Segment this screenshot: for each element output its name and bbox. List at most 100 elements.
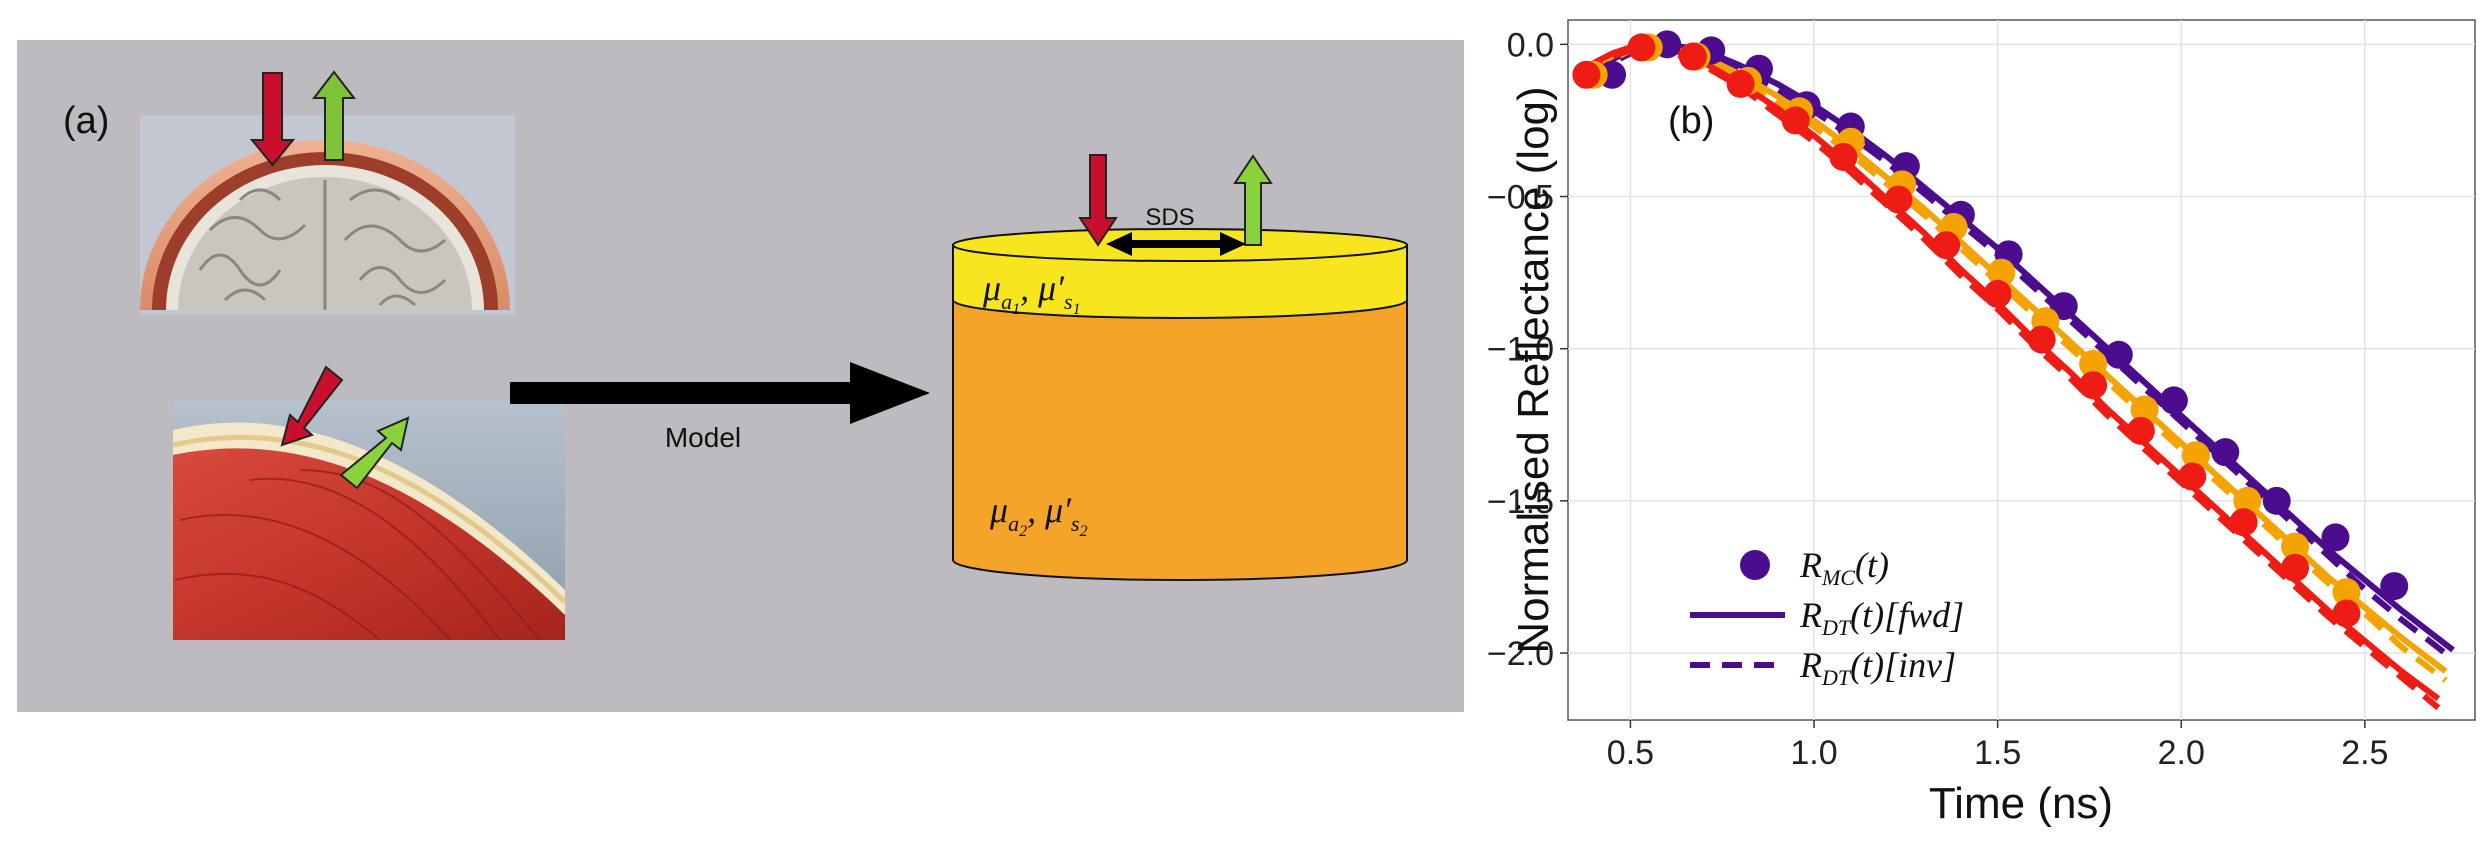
mu-s-subscript: s	[1064, 289, 1073, 314]
y-tick-label: −1.0	[1487, 331, 1554, 369]
top-layer	[952, 244, 1408, 319]
series-2-mc-point	[1627, 33, 1656, 62]
bottom-layer-properties: μa2, μ′s2	[989, 490, 1088, 540]
series-0-mc-point	[2159, 386, 2188, 415]
series-2-mc-point	[2332, 599, 2361, 628]
legend-label: RDT(t)[fwd]	[1799, 595, 1964, 640]
legend-label: RMC(t)	[1799, 545, 1889, 590]
detector-arrow	[1233, 154, 1273, 246]
y-axis-ticks: 0.0 −0.5 −1.0 −1.5 −2.0	[1487, 26, 1568, 673]
series-0-mc-point	[2262, 486, 2291, 515]
mu-a-symbol: μ	[982, 268, 1001, 308]
two-layer-model: SDS μa1, μ′s1 μa2, μ′s2	[952, 154, 1408, 581]
bottom-layer	[952, 299, 1408, 581]
series-2-mc-point	[1829, 142, 1858, 171]
series-2-mc-point	[1781, 106, 1810, 135]
property-separator: ,	[1020, 268, 1038, 308]
series-2-mc-point	[2027, 325, 2056, 354]
legend-symbol: R	[1799, 595, 1822, 635]
x-tick-label: 1.0	[1790, 734, 1837, 772]
series-1-mc-point	[2281, 532, 2310, 561]
series-2-mc-point	[2281, 553, 2310, 582]
panel-b-label: (b)	[1668, 100, 1714, 142]
mu-s-symbol: μ′	[1037, 268, 1065, 308]
series-1-mc-point	[2130, 395, 2159, 424]
muscle-illustration	[173, 365, 565, 640]
series-1-mc-point	[2181, 441, 2210, 470]
model-arrow-label: Model	[665, 422, 741, 453]
y-tick-label: −2.0	[1487, 635, 1554, 673]
mu-s-sub-subscript: 1	[1073, 301, 1081, 318]
y-tick-label: −0.5	[1487, 179, 1554, 217]
mu-a-sub-subscript: 1	[1012, 301, 1020, 318]
y-axis-title: Normalised Reflectance (log)	[1509, 86, 1558, 653]
incident-light-arrow-head	[249, 72, 296, 167]
series-2-mc-point	[2079, 371, 2108, 400]
mu-s-symbol: μ′	[1044, 490, 1072, 530]
series-2-mc-point	[1983, 279, 2012, 308]
series-2-mc-point	[2126, 416, 2155, 445]
sds-double-arrow	[1106, 232, 1246, 256]
series-markers	[1572, 30, 2409, 628]
source-arrow	[1078, 154, 1118, 247]
legend-label: RDT(t)[inv]	[1799, 645, 1956, 690]
panel-a-label: (a)	[63, 100, 109, 142]
legend-subscript: DT	[1821, 665, 1852, 690]
sds-label: SDS	[1145, 204, 1194, 231]
series-2-mc-point	[1932, 231, 1961, 260]
mu-s-subscript: s	[1071, 511, 1080, 536]
detected-light-arrow-head	[311, 70, 357, 161]
mu-a-subscript: a	[1001, 289, 1012, 314]
detected-light-arrow-muscle	[339, 416, 410, 490]
series-2-mc-point	[1572, 60, 1601, 89]
mu-a-symbol: μ	[989, 490, 1008, 530]
series-2-mc-point	[2229, 508, 2258, 537]
legend-argument: (t)[fwd]	[1850, 595, 1964, 635]
x-tick-label: 0.5	[1607, 734, 1654, 772]
muscle-tissue	[173, 448, 565, 640]
series-2-mc-point	[1884, 185, 1913, 214]
top-layer-properties: μa1, μ′s1	[982, 268, 1081, 318]
legend-symbol: R	[1799, 645, 1822, 685]
series-1-mc-point	[1987, 258, 2016, 287]
series-2-mc-point	[1678, 42, 1707, 71]
series-1-mc-point	[2332, 578, 2361, 607]
legend: RMC(t)RDT(t)[fwd]RDT(t)[inv]	[1690, 545, 1964, 690]
legend-marker	[1740, 550, 1770, 580]
x-axis-title: Time (ns)	[1929, 779, 2113, 828]
legend-argument: (t)	[1855, 545, 1889, 585]
x-tick-label: 2.0	[2158, 734, 2205, 772]
y-tick-label: −1.5	[1487, 483, 1554, 521]
series-0-mc-point	[2049, 292, 2078, 321]
mu-s-sub-subscript: 2	[1080, 523, 1088, 540]
legend-subscript: DT	[1821, 615, 1852, 640]
x-tick-label: 1.5	[1974, 734, 2021, 772]
x-tick-label: 2.5	[2341, 734, 2388, 772]
panel-b-chart: 0.5 1.0 1.5 2.0 2.5 0.0−0.5−1.0−1.5−2.0 (b) …	[1487, 19, 2476, 828]
legend-argument: (t)[inv]	[1850, 645, 1956, 685]
head-brain-illustration	[140, 70, 515, 315]
series-1-mc-point	[2079, 349, 2108, 378]
model-arrow	[510, 362, 930, 424]
fascia-line	[173, 434, 565, 604]
mu-a-sub-subscript: 2	[1019, 523, 1027, 540]
x-axis-ticks: 0.5 1.0 1.5 2.0 2.5	[1607, 720, 2388, 772]
series-0-mc-point	[2211, 438, 2240, 467]
property-separator: ,	[1027, 490, 1045, 530]
series-0-mc-point	[2104, 340, 2133, 369]
series-2-mc-point	[1726, 69, 1755, 98]
series-2-mc-point	[2178, 462, 2207, 491]
panel-a: (a)	[17, 40, 1464, 712]
y-tick-label: 0.0	[1507, 26, 1554, 64]
muscle-fibres	[174, 469, 541, 640]
series-1-mc-point	[2233, 486, 2262, 515]
brain-folds	[198, 180, 447, 310]
mu-a-subscript: a	[1008, 511, 1019, 536]
legend-subscript: MC	[1821, 565, 1855, 590]
series-0-mc-point	[2380, 572, 2409, 601]
legend-symbol: R	[1799, 545, 1822, 585]
series-0-mc-point	[2321, 523, 2350, 552]
incident-light-arrow-muscle	[280, 365, 344, 447]
